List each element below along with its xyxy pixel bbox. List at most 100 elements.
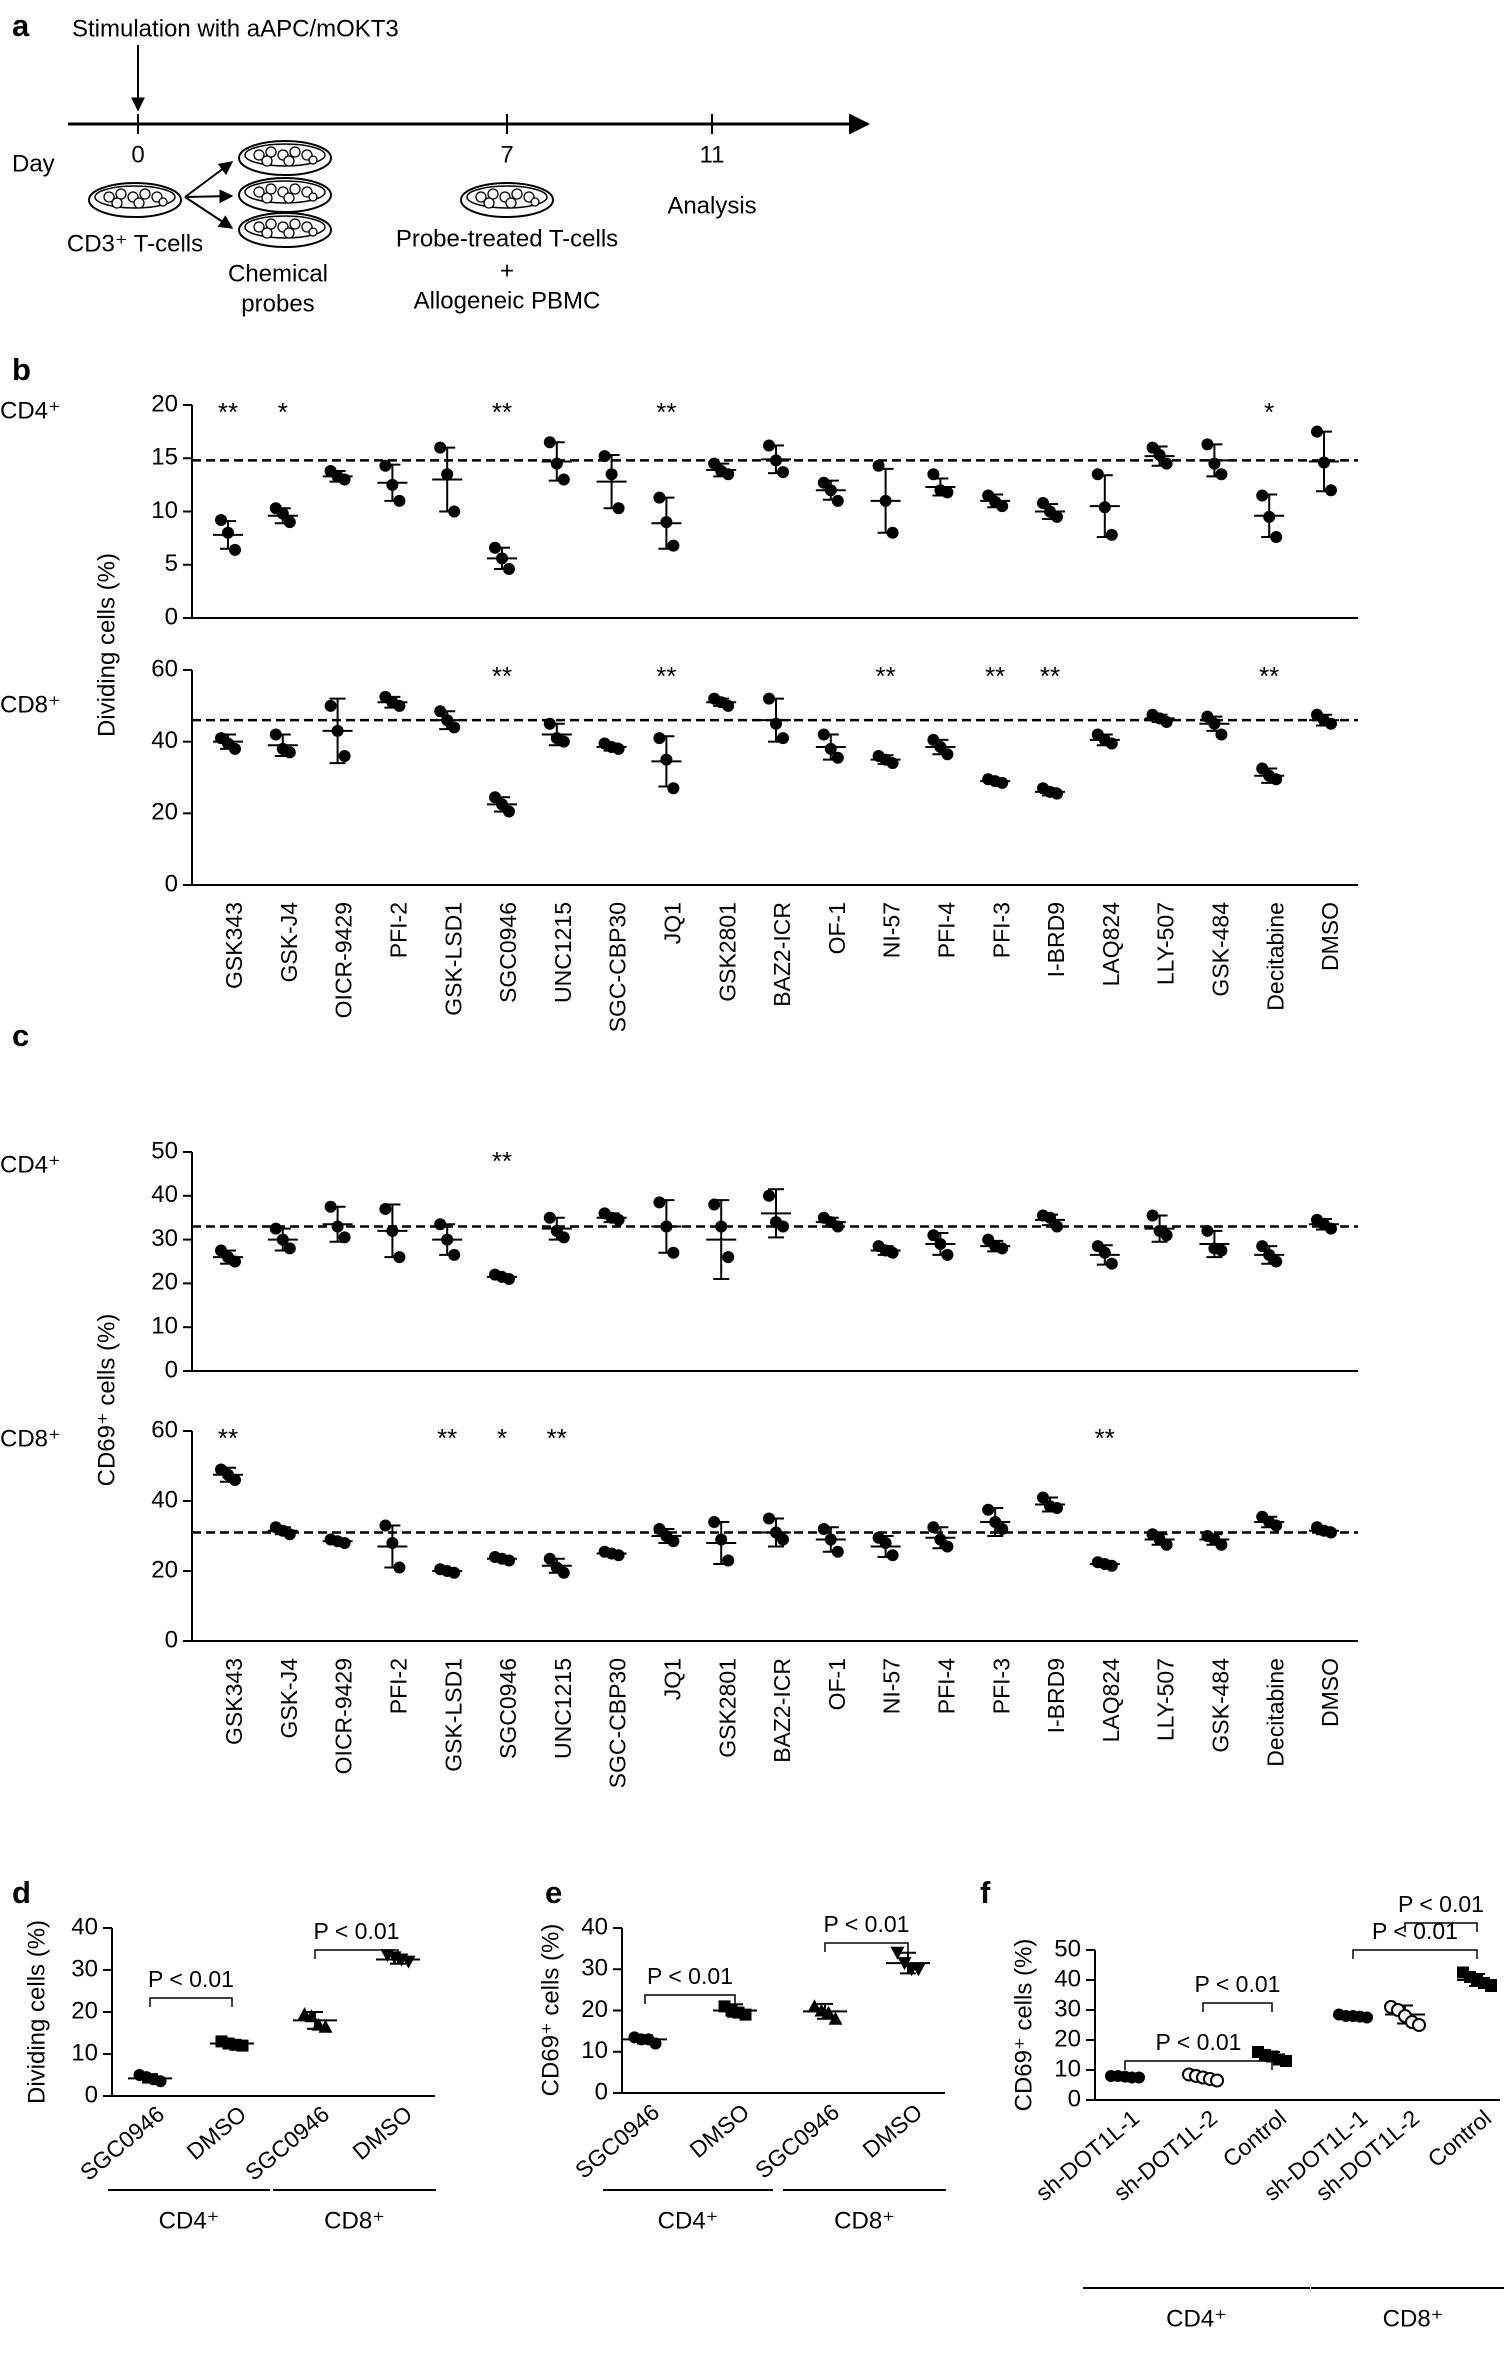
data-point: [1160, 715, 1173, 728]
x-tick-label: NI-57: [879, 1658, 905, 1714]
data-point: [770, 717, 782, 730]
data-point: [941, 748, 954, 761]
x-tick-label: Control: [1423, 2105, 1497, 2173]
x-tick-label: GSK2801: [714, 902, 740, 1002]
y-tick-label: 30: [1054, 1995, 1081, 2022]
comparison-bracket: [644, 1994, 736, 2004]
data-point: [229, 742, 241, 755]
data-point: [831, 1545, 844, 1558]
day-number: 0: [131, 141, 144, 168]
data-point: [1105, 737, 1118, 750]
data-point: [770, 454, 782, 467]
comparison-label: P < 0.01: [824, 1911, 910, 1937]
data-point: [911, 1963, 926, 1977]
significance: *: [278, 397, 288, 427]
data-point: [927, 468, 940, 481]
y-tick-label: 0: [165, 1626, 178, 1653]
x-tick-label: GSK-484: [1207, 902, 1233, 997]
comparison-label: P < 0.01: [647, 1963, 733, 1989]
significance: *: [1264, 397, 1274, 427]
data-point: [324, 1200, 337, 1213]
data-point: [1098, 1246, 1111, 1259]
data-point: [543, 436, 556, 449]
day7-label: +: [500, 257, 514, 284]
significance: **: [875, 661, 895, 691]
significance: **: [218, 1423, 238, 1453]
significance: **: [492, 661, 512, 691]
stimulation-label: Stimulation with aAPC/mOKT3: [72, 15, 399, 42]
data-point: [215, 514, 227, 527]
data-point: [1485, 1980, 1497, 1992]
data-point: [667, 539, 680, 552]
comparison-label: P < 0.01: [1398, 1891, 1484, 1917]
data-point: [879, 1537, 892, 1549]
comparison-label: P < 0.01: [1195, 1971, 1281, 1997]
data-point: [1215, 1244, 1228, 1257]
x-tick-label: SGC0946: [495, 1658, 521, 1759]
y-tick-label: 60: [151, 1416, 178, 1443]
x-tick-label: LLY-507: [1153, 1658, 1179, 1741]
group-label: CD4⁺: [0, 1151, 61, 1178]
y-tick-label: 0: [595, 2078, 608, 2105]
data-point: [550, 457, 563, 470]
data-point: [283, 1242, 296, 1255]
data-point: [1037, 496, 1049, 509]
data-point: [1256, 1240, 1269, 1253]
panel-letter: c: [12, 1018, 29, 1053]
data-point: [996, 776, 1009, 789]
x-tick-label: JQ1: [659, 1658, 685, 1700]
data-point: [777, 1533, 789, 1546]
probes-label: Chemical: [228, 260, 328, 287]
data-point: [379, 1202, 392, 1215]
data-point: [879, 494, 892, 507]
y-tick-label: 0: [165, 603, 178, 630]
data-point: [739, 2008, 752, 2021]
x-tick-label: Control: [1218, 2105, 1292, 2173]
data-point: [276, 507, 289, 520]
data-point: [496, 552, 508, 565]
data-point: [229, 543, 241, 556]
data-point: [503, 1273, 515, 1286]
y-tick-label: 20: [71, 1997, 98, 2024]
data-point: [763, 1512, 775, 1525]
dish-icon: [238, 177, 332, 213]
y-axis-label: Dividing cells (%): [23, 1920, 50, 2104]
group-label: CD8⁺: [834, 2207, 895, 2234]
data-point: [653, 732, 666, 745]
significance: **: [547, 1423, 567, 1453]
x-tick-label: GSK343: [221, 1658, 247, 1745]
data-point: [283, 746, 296, 759]
dish-icon: [238, 140, 332, 176]
data-point: [897, 1957, 912, 1971]
data-point: [1270, 531, 1283, 544]
y-tick-label: 40: [151, 727, 178, 754]
data-point: [1215, 1538, 1228, 1551]
data-point: [1160, 1229, 1173, 1242]
data-point: [386, 1537, 399, 1549]
x-tick-label: JQ1: [659, 902, 685, 944]
group-label: CD8⁺: [324, 2207, 385, 2234]
day-number: 7: [500, 141, 513, 168]
y-tick-label: 60: [151, 655, 178, 682]
y-tick-label: 20: [151, 390, 178, 417]
x-tick-label: DMSO: [1317, 1658, 1343, 1727]
x-tick-label: DMSO: [685, 2099, 755, 2163]
comparison-bracket: [1404, 1922, 1478, 1932]
data-point: [1208, 457, 1221, 470]
data-point: [1263, 510, 1276, 523]
data-point: [605, 468, 618, 481]
x-tick-label: Decitabine: [1262, 1658, 1288, 1767]
data-point: [393, 1251, 406, 1264]
data-point: [448, 1248, 461, 1261]
x-tick-label: Decitabine: [1262, 902, 1288, 1011]
x-tick-label: PFI-2: [385, 1658, 411, 1714]
data-point: [1091, 468, 1104, 481]
day-number: 11: [700, 141, 725, 168]
timeline-panel: Stimulation with aAPC/mOKT3 Day 0 7 11 C…: [12, 15, 871, 317]
data-point: [1051, 1502, 1063, 1514]
x-tick-label: SGC-CBP30: [605, 1658, 631, 1788]
data-point: [269, 1222, 282, 1235]
group-label: CD4⁺: [0, 397, 61, 424]
y-tick-label: 10: [581, 2037, 608, 2064]
data-point: [763, 439, 775, 452]
